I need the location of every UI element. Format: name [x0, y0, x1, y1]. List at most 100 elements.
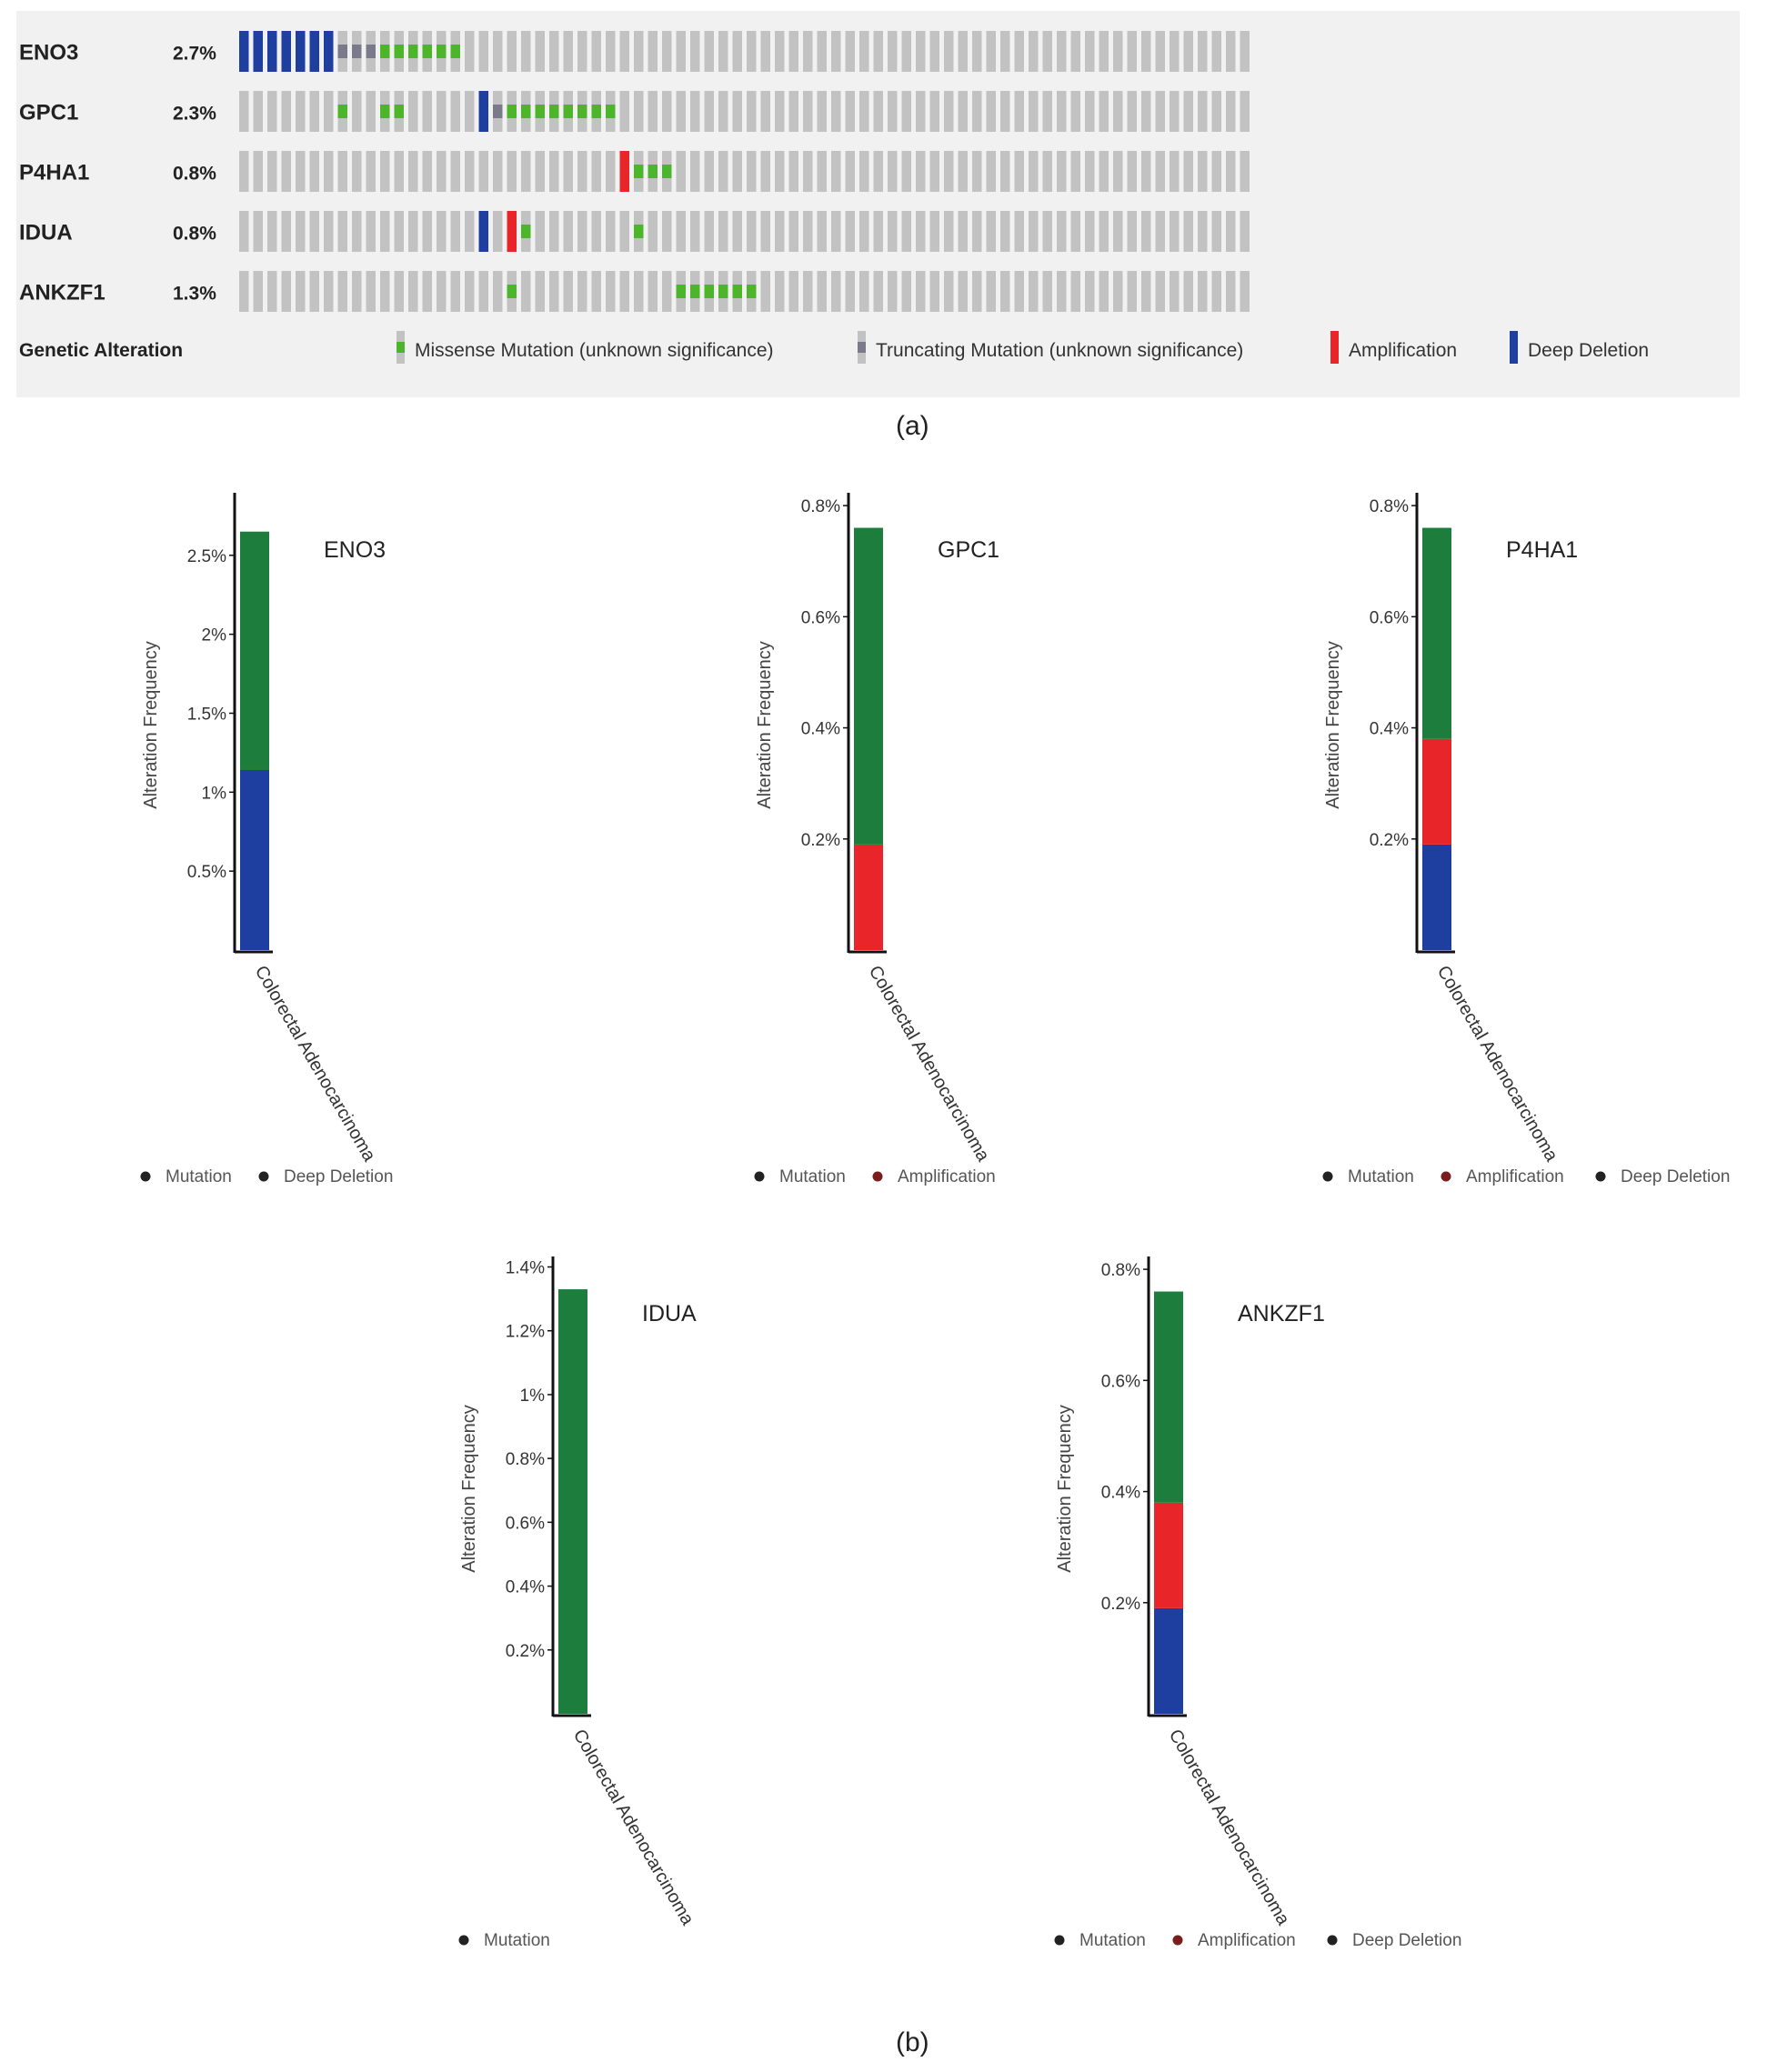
gene-name: ANKZF1: [19, 281, 105, 305]
cell-no-alteration: [478, 151, 488, 192]
y-tick-label: 0.4%: [506, 1578, 545, 1597]
cell-no-alteration: [690, 151, 700, 192]
cell-no-alteration: [450, 271, 460, 312]
cell-no-alteration: [888, 91, 898, 132]
cell-no-alteration: [267, 271, 277, 312]
cell-no-alteration: [760, 211, 770, 252]
y-tick-label: 0.2%: [1101, 1595, 1140, 1614]
legend-dot-mutation: [1322, 1171, 1333, 1182]
cell-no-alteration: [1240, 91, 1250, 132]
cell-no-alteration: [606, 151, 616, 192]
gene-alteration-pct: 0.8%: [173, 224, 216, 245]
cell-no-alteration: [337, 271, 347, 312]
cell-no-alteration: [972, 151, 982, 192]
bar-segment-deep-deletion: [1422, 844, 1451, 950]
cell-no-alteration: [1113, 211, 1123, 252]
legend-label: Mutation: [484, 1931, 550, 1950]
legend-swatch-deep-deletion: [1510, 331, 1518, 364]
cell-no-alteration: [465, 151, 475, 192]
cell-no-alteration: [732, 91, 742, 132]
cell-no-alteration: [1141, 91, 1151, 132]
panel-label-a: (a): [896, 411, 929, 441]
x-category-label: Colorectal Adenocarcinoma: [251, 963, 380, 1166]
y-tick-label: 0.6%: [1370, 608, 1409, 627]
cell-amplification: [619, 151, 629, 192]
cell-no-alteration: [929, 31, 939, 72]
chart-eno3: 0.5% 1% 1.5% 2% 2.5% Alteration Frequency ENO3…: [140, 493, 393, 1186]
cell-no-alteration: [676, 211, 686, 252]
bar-segment-mutation: [1422, 527, 1451, 739]
cell-no-alteration: [619, 31, 629, 72]
chart-title: IDUA: [642, 1301, 697, 1326]
cell-no-alteration: [324, 151, 334, 192]
cell-no-alteration: [888, 151, 898, 192]
cell-no-alteration: [1057, 271, 1067, 312]
legend-label: Amplification: [898, 1167, 996, 1186]
cell-truncating-mutation: [352, 45, 362, 58]
cell-no-alteration: [704, 211, 714, 252]
cell-no-alteration: [606, 31, 616, 72]
cell-no-alteration: [352, 271, 362, 312]
cell-no-alteration: [648, 271, 658, 312]
cell-no-alteration: [760, 271, 770, 312]
cell-no-alteration: [1042, 151, 1052, 192]
cell-no-alteration: [437, 211, 447, 252]
cell-no-alteration: [1141, 211, 1151, 252]
cell-no-alteration: [253, 91, 263, 132]
cell-no-alteration: [239, 271, 249, 312]
cell-no-alteration: [1155, 271, 1165, 312]
cell-no-alteration: [296, 91, 306, 132]
cell-no-alteration: [352, 91, 362, 132]
cell-no-alteration: [1183, 151, 1193, 192]
cell-no-alteration: [972, 91, 982, 132]
cell-missense-mutation: [563, 105, 573, 118]
cell-no-alteration: [1127, 211, 1137, 252]
cell-no-alteration: [1099, 211, 1109, 252]
bar-segment-amplification: [854, 844, 883, 950]
cell-missense-mutation: [394, 105, 404, 118]
cell-no-alteration: [1113, 271, 1123, 312]
cell-no-alteration: [1155, 31, 1165, 72]
cell-no-alteration: [577, 271, 587, 312]
x-category-label: Colorectal Adenocarcinoma: [1433, 963, 1562, 1166]
y-tick-label: 1%: [202, 784, 227, 803]
cell-deep-deletion: [478, 91, 488, 132]
gene-name: IDUA: [19, 221, 73, 245]
cell-missense-mutation: [507, 285, 517, 298]
cell-no-alteration: [253, 271, 263, 312]
cell-no-alteration: [267, 211, 277, 252]
cell-no-alteration: [380, 271, 390, 312]
cell-no-alteration: [1170, 91, 1180, 132]
cell-no-alteration: [324, 91, 334, 132]
cell-no-alteration: [845, 91, 855, 132]
cell-no-alteration: [309, 271, 319, 312]
cell-no-alteration: [549, 211, 559, 252]
y-tick-label: 0.4%: [801, 720, 840, 739]
cell-no-alteration: [1198, 211, 1208, 252]
cell-no-alteration: [507, 31, 517, 72]
cell-no-alteration: [873, 151, 883, 192]
cell-no-alteration: [1014, 151, 1024, 192]
legend-label: Mutation: [1348, 1167, 1414, 1186]
cell-no-alteration: [535, 151, 545, 192]
legend-label: Missense Mutation (unknown significance): [415, 340, 774, 361]
cell-no-alteration: [1000, 91, 1010, 132]
cell-no-alteration: [1085, 151, 1095, 192]
cell-no-alteration: [704, 31, 714, 72]
cell-no-alteration: [1127, 271, 1137, 312]
cell-no-alteration: [718, 91, 728, 132]
cell-no-alteration: [408, 211, 418, 252]
cell-deep-deletion: [324, 31, 334, 72]
cell-no-alteration: [1240, 151, 1250, 192]
cell-no-alteration: [1085, 211, 1095, 252]
cell-no-alteration: [1029, 151, 1039, 192]
cell-no-alteration: [972, 31, 982, 72]
cell-no-alteration: [648, 211, 658, 252]
legend-dot-mutation: [458, 1935, 469, 1946]
cell-missense-mutation: [507, 105, 517, 118]
cell-no-alteration: [760, 31, 770, 72]
cell-no-alteration: [1183, 91, 1193, 132]
chart-p4ha1: 0.2% 0.4% 0.6% 0.8% Alteration Frequency P4HA…: [1322, 493, 1730, 1186]
cell-no-alteration: [1014, 91, 1024, 132]
cell-no-alteration: [775, 31, 785, 72]
